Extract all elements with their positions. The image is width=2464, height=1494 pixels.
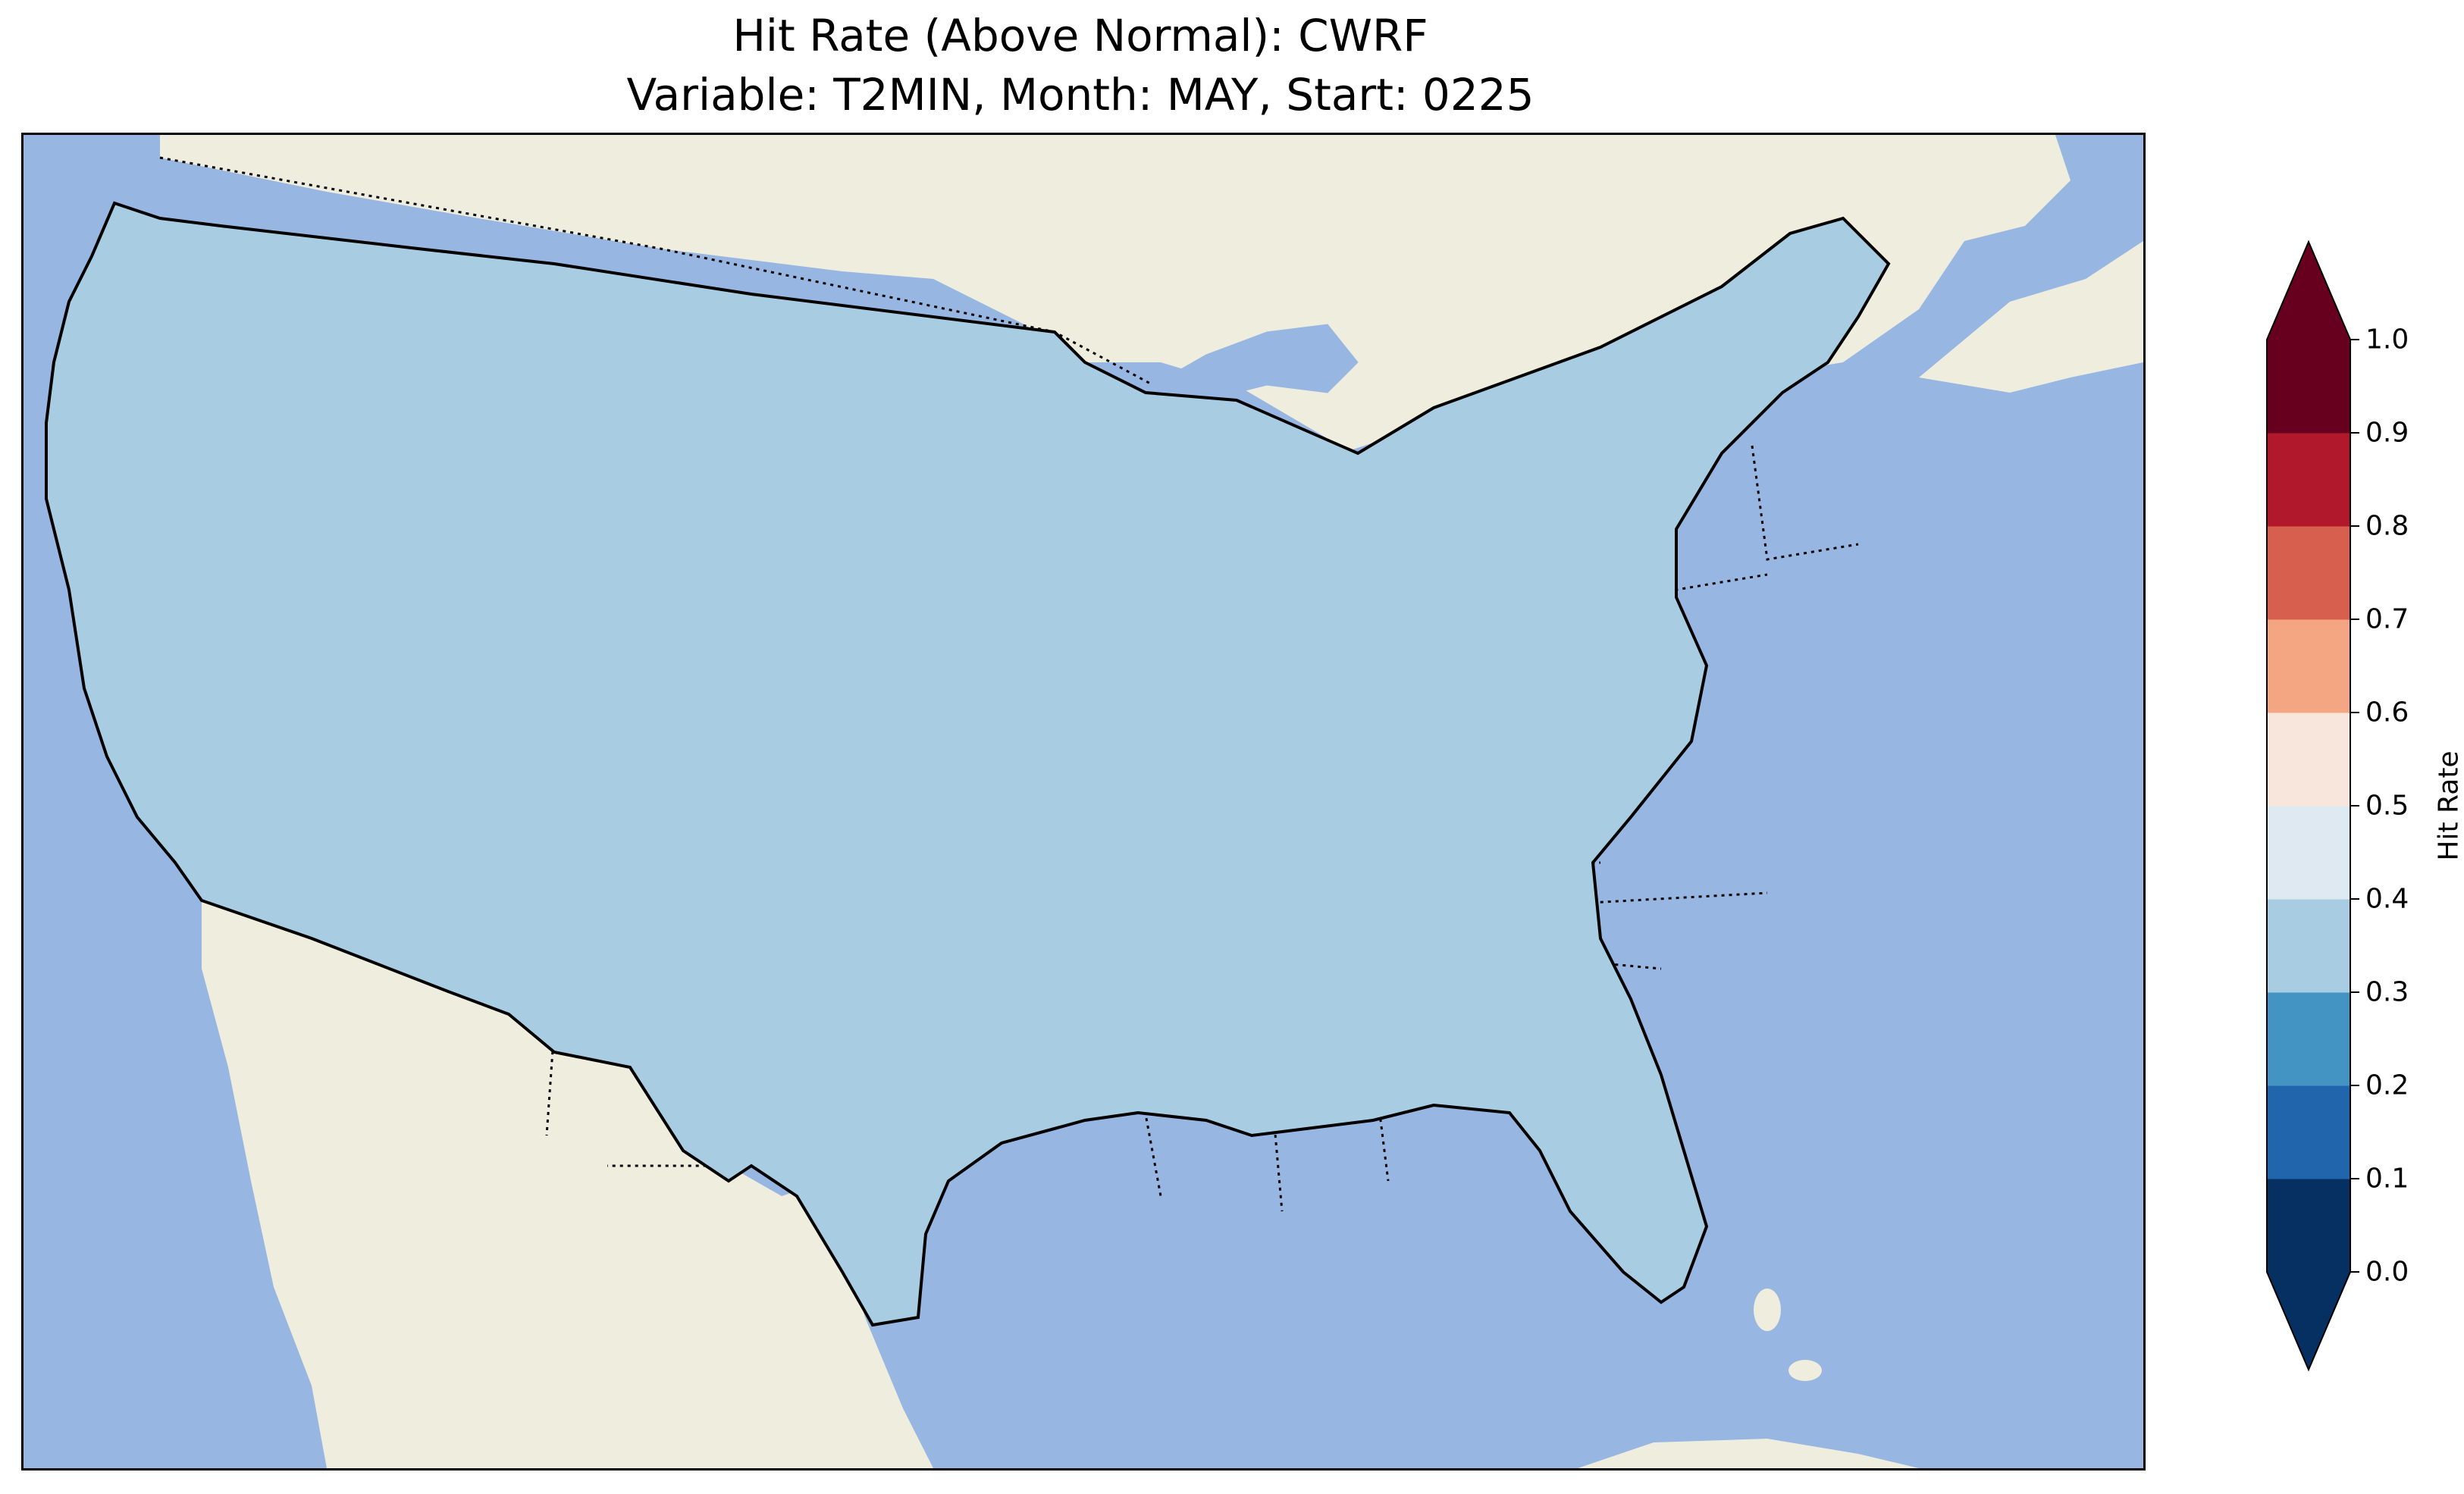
colorbar-extend-max bbox=[2267, 241, 2350, 340]
map-panel bbox=[21, 133, 2146, 1471]
colorbar-tick-label: 0.4 bbox=[2365, 883, 2409, 915]
colorbar-segment bbox=[2267, 340, 2350, 434]
colorbar-label: Hit Rate bbox=[2433, 750, 2464, 861]
colorbar-tick-label: 0.1 bbox=[2365, 1163, 2409, 1195]
cuba-landmass bbox=[1578, 1439, 1919, 1468]
chart-subtitle: Variable: T2MIN, Month: MAY, Start: 0225 bbox=[626, 69, 1535, 121]
colorbar-tick-label: 1.0 bbox=[2365, 324, 2409, 355]
colorbar-segment bbox=[2267, 713, 2350, 807]
colorbar-tick-label: 0.3 bbox=[2365, 976, 2409, 1008]
map-svg bbox=[24, 135, 2143, 1468]
colorbar-segment bbox=[2267, 526, 2350, 620]
colorbar-segment bbox=[2267, 433, 2350, 527]
colorbar-segment bbox=[2267, 1085, 2350, 1179]
colorbar-tick-label: 0.2 bbox=[2365, 1070, 2409, 1101]
canada-landmass bbox=[160, 135, 2071, 590]
colorbar-segment bbox=[2267, 619, 2350, 713]
mexico-landmass bbox=[202, 900, 933, 1468]
colorbar-segment bbox=[2267, 899, 2350, 993]
colorbar-segment bbox=[2267, 806, 2350, 900]
lake-superior bbox=[1152, 324, 1359, 401]
chart-title: Hit Rate (Above Normal): CWRF bbox=[732, 10, 1428, 61]
bahamas-island bbox=[1788, 1360, 1822, 1381]
colorbar-tick-label: 0.5 bbox=[2365, 790, 2409, 822]
colorbar-tick-label: 0.7 bbox=[2365, 603, 2409, 635]
colorbar-segment bbox=[2267, 992, 2350, 1086]
colorbar-extend-min bbox=[2267, 1272, 2350, 1370]
colorbar-tick-label: 0.6 bbox=[2365, 697, 2409, 728]
outside-land bbox=[160, 135, 2143, 1468]
colorbar-segment bbox=[2267, 1179, 2350, 1273]
colorbar-tick-label: 0.8 bbox=[2365, 510, 2409, 542]
colorbar bbox=[2266, 240, 2359, 1372]
colorbar-tick-label: 0.9 bbox=[2365, 417, 2409, 449]
bahamas-island bbox=[1754, 1289, 1781, 1331]
maritimes-landmass bbox=[1919, 241, 2143, 393]
border-ne-states bbox=[1751, 445, 1859, 561]
colorbar-tick-label: 0.0 bbox=[2365, 1256, 2409, 1288]
